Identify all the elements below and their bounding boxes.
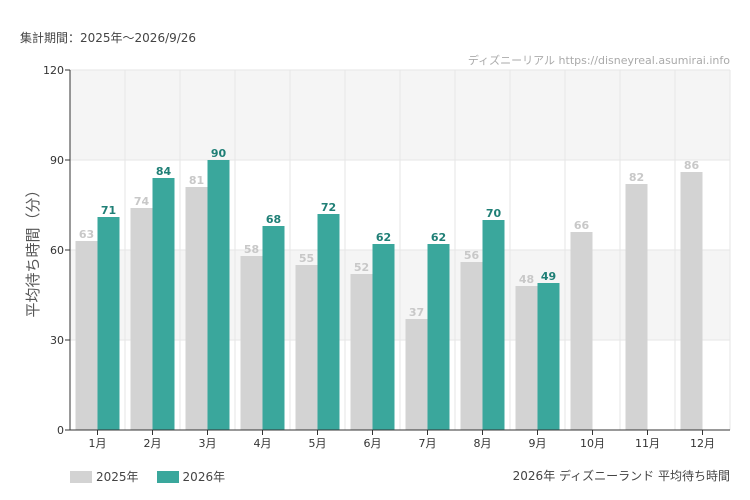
xtick-label-11: 12月 [690,437,715,450]
bar-s0-3 [240,256,263,430]
bar-s1-6 [427,244,450,430]
bar-s0-4 [295,265,318,430]
bar-s0-6 [405,319,428,430]
data-label-s0-1: 74 [134,195,150,208]
data-label-s0-11: 86 [684,159,700,172]
bar-s1-2 [207,160,230,430]
data-label-s1-1: 84 [156,165,172,178]
xtick-label-4: 5月 [309,437,327,450]
xtick-label-3: 4月 [254,437,272,450]
legend: 2025年 2026年 [70,468,225,485]
data-label-s0-5: 52 [354,261,369,274]
data-label-s1-5: 62 [376,231,391,244]
data-label-s1-0: 71 [101,204,116,217]
data-label-s0-9: 66 [574,219,590,232]
period-text: 集計期間：2025年～2026/9/26 [20,31,197,45]
data-label-s1-3: 68 [266,213,281,226]
bar-s0-9 [570,232,593,430]
bar-s0-2 [185,187,208,430]
bar-s1-5 [372,244,395,430]
ytick-label-90: 90 [50,154,64,167]
xtick-label-1: 2月 [144,437,162,450]
ytick-label-60: 60 [50,244,64,257]
xtick-label-6: 7月 [419,437,437,450]
data-label-s0-6: 37 [409,306,424,319]
ytick-label-0: 0 [57,424,64,437]
bar-s0-5 [350,274,373,430]
data-label-s1-2: 90 [211,147,227,160]
bar-s1-1 [152,178,175,430]
xtick-label-8: 9月 [529,437,547,450]
watermark: ディズニーリアル https://disneyreal.asumirai.inf… [467,54,730,67]
data-label-s1-7: 70 [486,207,502,220]
bar-s1-0 [97,217,120,430]
bar-s0-10 [625,184,648,430]
ytick-label-30: 30 [50,334,64,347]
xtick-label-2: 3月 [199,437,217,450]
legend-item-2025[interactable]: 2025年 [70,468,139,485]
chart-bars [75,160,703,430]
bar-s0-1 [130,208,153,430]
bar-s0-11 [680,172,703,430]
data-label-s0-0: 63 [79,228,94,241]
xtick-label-0: 1月 [89,437,107,450]
bar-s1-7 [482,220,505,430]
chart-data-labels: 63 71 74 84 81 90 58 68 55 72 52 62 37 62 56 70 48 49 66 82… [79,147,700,319]
data-label-s0-8: 48 [519,273,534,286]
data-label-s1-8: 49 [541,270,556,283]
xtick-label-9: 10月 [580,437,605,450]
data-label-s0-10: 82 [629,171,644,184]
bar-s0-7 [460,262,483,430]
xtick-label-10: 11月 [635,437,660,450]
bar-s1-4 [317,214,340,430]
legend-item-2026[interactable]: 2026年 [156,468,226,485]
bar-s1-3 [262,226,285,430]
xtick-label-5: 6月 [364,437,382,450]
data-label-s1-6: 62 [431,231,446,244]
legend-label-2025: 2025年 [96,470,139,484]
chart-axes: 0 30 60 90 120 1月 2月 3月 4月 5月 6月 7月 8月 9月 10月 11月 12月 [43,64,730,450]
chart-title: 2026年 ディズニーランド 平均待ち時間 [512,469,730,483]
y-axis-label: 平均待ち時間（分） [24,182,42,317]
data-label-s0-3: 58 [244,243,259,256]
data-label-s1-4: 72 [321,201,336,214]
bar-s1-8 [537,283,560,430]
data-label-s0-4: 55 [299,252,314,265]
data-label-s0-2: 81 [189,174,204,187]
bar-s0-8 [515,286,538,430]
bar-s0-0 [75,241,98,430]
legend-swatch-2025 [70,470,92,483]
data-label-s0-7: 56 [464,249,480,262]
legend-label-2026: 2026年 [182,470,226,484]
xtick-label-7: 8月 [474,437,492,450]
legend-swatch-2026 [156,470,179,483]
ytick-label-120: 120 [43,64,64,77]
